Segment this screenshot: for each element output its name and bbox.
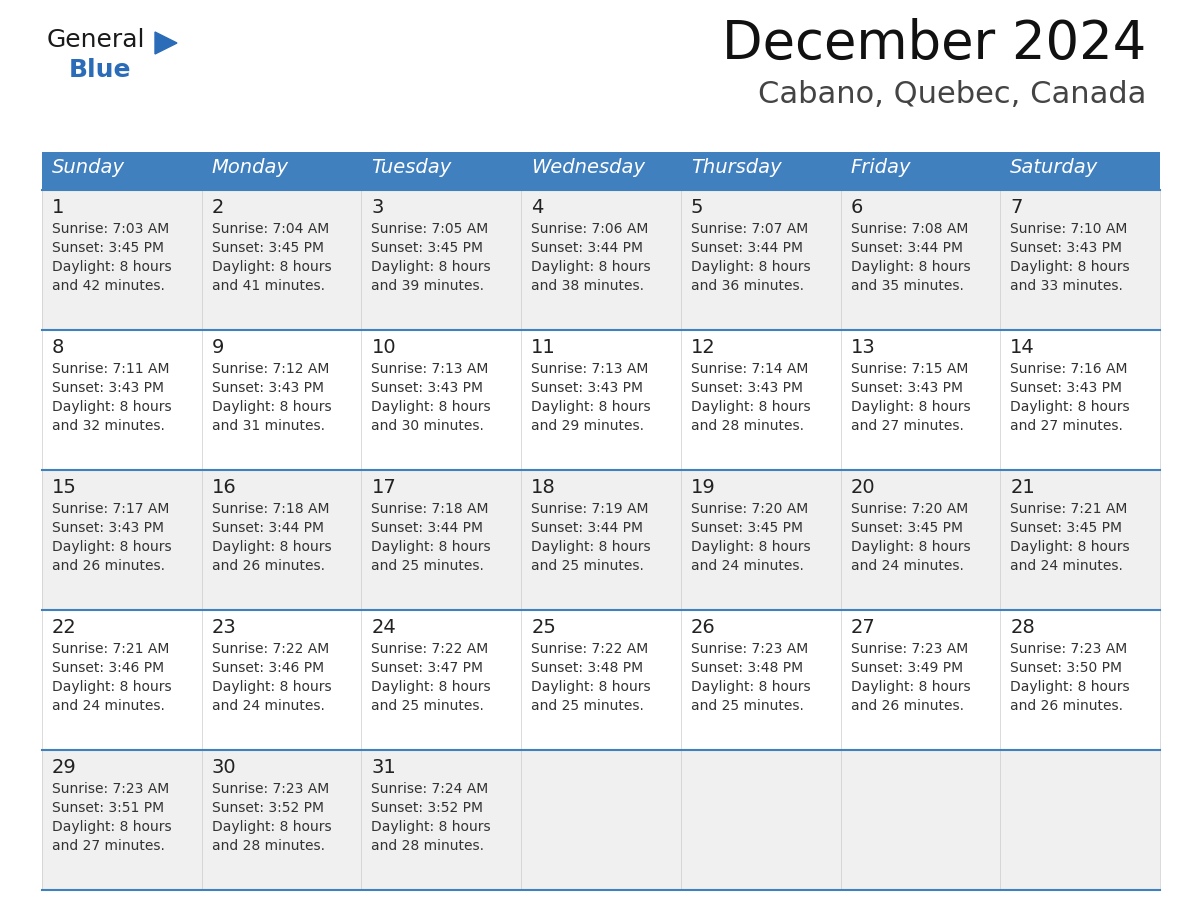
Text: Sunrise: 7:17 AM
Sunset: 3:43 PM
Daylight: 8 hours
and 26 minutes.: Sunrise: 7:17 AM Sunset: 3:43 PM Dayligh…: [52, 502, 171, 573]
Text: 26: 26: [691, 618, 715, 637]
Text: 23: 23: [211, 618, 236, 637]
Bar: [42, 470, 1159, 610]
Text: Sunrise: 7:05 AM
Sunset: 3:45 PM
Daylight: 8 hours
and 39 minutes.: Sunrise: 7:05 AM Sunset: 3:45 PM Dayligh…: [372, 222, 491, 293]
Text: Monday: Monday: [211, 158, 289, 177]
Text: 22: 22: [52, 618, 77, 637]
Text: 4: 4: [531, 198, 544, 217]
Text: 10: 10: [372, 338, 396, 357]
Text: Sunrise: 7:23 AM
Sunset: 3:51 PM
Daylight: 8 hours
and 27 minutes.: Sunrise: 7:23 AM Sunset: 3:51 PM Dayligh…: [52, 782, 171, 853]
Text: 20: 20: [851, 478, 876, 497]
Text: 7: 7: [1010, 198, 1023, 217]
Text: Sunrise: 7:22 AM
Sunset: 3:48 PM
Daylight: 8 hours
and 25 minutes.: Sunrise: 7:22 AM Sunset: 3:48 PM Dayligh…: [531, 642, 651, 713]
Text: Sunrise: 7:20 AM
Sunset: 3:45 PM
Daylight: 8 hours
and 24 minutes.: Sunrise: 7:20 AM Sunset: 3:45 PM Dayligh…: [691, 502, 810, 573]
Text: 21: 21: [1010, 478, 1035, 497]
Text: 28: 28: [1010, 618, 1035, 637]
Text: Sunrise: 7:21 AM
Sunset: 3:46 PM
Daylight: 8 hours
and 24 minutes.: Sunrise: 7:21 AM Sunset: 3:46 PM Dayligh…: [52, 642, 171, 713]
Text: 9: 9: [211, 338, 225, 357]
Text: Sunrise: 7:13 AM
Sunset: 3:43 PM
Daylight: 8 hours
and 30 minutes.: Sunrise: 7:13 AM Sunset: 3:43 PM Dayligh…: [372, 362, 491, 433]
Text: Sunrise: 7:22 AM
Sunset: 3:46 PM
Daylight: 8 hours
and 24 minutes.: Sunrise: 7:22 AM Sunset: 3:46 PM Dayligh…: [211, 642, 331, 713]
Text: 29: 29: [52, 758, 77, 777]
Text: 17: 17: [372, 478, 396, 497]
Text: 3: 3: [372, 198, 384, 217]
Text: Sunrise: 7:24 AM
Sunset: 3:52 PM
Daylight: 8 hours
and 28 minutes.: Sunrise: 7:24 AM Sunset: 3:52 PM Dayligh…: [372, 782, 491, 853]
Bar: [42, 610, 1159, 750]
Text: Sunrise: 7:08 AM
Sunset: 3:44 PM
Daylight: 8 hours
and 35 minutes.: Sunrise: 7:08 AM Sunset: 3:44 PM Dayligh…: [851, 222, 971, 293]
Bar: [42, 330, 1159, 470]
Text: 15: 15: [52, 478, 77, 497]
Text: Sunrise: 7:12 AM
Sunset: 3:43 PM
Daylight: 8 hours
and 31 minutes.: Sunrise: 7:12 AM Sunset: 3:43 PM Dayligh…: [211, 362, 331, 433]
Text: Sunrise: 7:23 AM
Sunset: 3:52 PM
Daylight: 8 hours
and 28 minutes.: Sunrise: 7:23 AM Sunset: 3:52 PM Dayligh…: [211, 782, 331, 853]
Text: 8: 8: [52, 338, 64, 357]
Text: Sunrise: 7:13 AM
Sunset: 3:43 PM
Daylight: 8 hours
and 29 minutes.: Sunrise: 7:13 AM Sunset: 3:43 PM Dayligh…: [531, 362, 651, 433]
Text: 24: 24: [372, 618, 396, 637]
Text: Sunrise: 7:20 AM
Sunset: 3:45 PM
Daylight: 8 hours
and 24 minutes.: Sunrise: 7:20 AM Sunset: 3:45 PM Dayligh…: [851, 502, 971, 573]
Text: 6: 6: [851, 198, 862, 217]
Text: Sunrise: 7:11 AM
Sunset: 3:43 PM
Daylight: 8 hours
and 32 minutes.: Sunrise: 7:11 AM Sunset: 3:43 PM Dayligh…: [52, 362, 171, 433]
Text: Sunrise: 7:07 AM
Sunset: 3:44 PM
Daylight: 8 hours
and 36 minutes.: Sunrise: 7:07 AM Sunset: 3:44 PM Dayligh…: [691, 222, 810, 293]
Text: Sunrise: 7:23 AM
Sunset: 3:48 PM
Daylight: 8 hours
and 25 minutes.: Sunrise: 7:23 AM Sunset: 3:48 PM Dayligh…: [691, 642, 810, 713]
Text: 27: 27: [851, 618, 876, 637]
Text: Sunrise: 7:18 AM
Sunset: 3:44 PM
Daylight: 8 hours
and 26 minutes.: Sunrise: 7:18 AM Sunset: 3:44 PM Dayligh…: [211, 502, 331, 573]
Text: December 2024: December 2024: [722, 18, 1146, 70]
Text: Sunrise: 7:04 AM
Sunset: 3:45 PM
Daylight: 8 hours
and 41 minutes.: Sunrise: 7:04 AM Sunset: 3:45 PM Dayligh…: [211, 222, 331, 293]
Polygon shape: [154, 32, 177, 54]
Text: 2: 2: [211, 198, 225, 217]
Text: Saturday: Saturday: [1010, 158, 1099, 177]
Text: Sunrise: 7:15 AM
Sunset: 3:43 PM
Daylight: 8 hours
and 27 minutes.: Sunrise: 7:15 AM Sunset: 3:43 PM Dayligh…: [851, 362, 971, 433]
Text: Sunrise: 7:19 AM
Sunset: 3:44 PM
Daylight: 8 hours
and 25 minutes.: Sunrise: 7:19 AM Sunset: 3:44 PM Dayligh…: [531, 502, 651, 573]
Text: Sunrise: 7:23 AM
Sunset: 3:50 PM
Daylight: 8 hours
and 26 minutes.: Sunrise: 7:23 AM Sunset: 3:50 PM Dayligh…: [1010, 642, 1130, 713]
Text: 11: 11: [531, 338, 556, 357]
Text: Friday: Friday: [851, 158, 911, 177]
Text: 1: 1: [52, 198, 64, 217]
Text: 14: 14: [1010, 338, 1035, 357]
Text: 5: 5: [691, 198, 703, 217]
Text: Sunday: Sunday: [52, 158, 125, 177]
Text: General: General: [48, 28, 145, 52]
Text: 18: 18: [531, 478, 556, 497]
Text: 30: 30: [211, 758, 236, 777]
Text: Sunrise: 7:10 AM
Sunset: 3:43 PM
Daylight: 8 hours
and 33 minutes.: Sunrise: 7:10 AM Sunset: 3:43 PM Dayligh…: [1010, 222, 1130, 293]
Text: Thursday: Thursday: [691, 158, 782, 177]
Text: Cabano, Quebec, Canada: Cabano, Quebec, Canada: [758, 80, 1146, 109]
Text: 16: 16: [211, 478, 236, 497]
Text: Sunrise: 7:18 AM
Sunset: 3:44 PM
Daylight: 8 hours
and 25 minutes.: Sunrise: 7:18 AM Sunset: 3:44 PM Dayligh…: [372, 502, 491, 573]
Bar: [42, 152, 1159, 190]
Text: 12: 12: [691, 338, 715, 357]
Text: Sunrise: 7:23 AM
Sunset: 3:49 PM
Daylight: 8 hours
and 26 minutes.: Sunrise: 7:23 AM Sunset: 3:49 PM Dayligh…: [851, 642, 971, 713]
Text: 25: 25: [531, 618, 556, 637]
Text: Tuesday: Tuesday: [372, 158, 451, 177]
Bar: [42, 190, 1159, 330]
Text: Sunrise: 7:22 AM
Sunset: 3:47 PM
Daylight: 8 hours
and 25 minutes.: Sunrise: 7:22 AM Sunset: 3:47 PM Dayligh…: [372, 642, 491, 713]
Text: Sunrise: 7:14 AM
Sunset: 3:43 PM
Daylight: 8 hours
and 28 minutes.: Sunrise: 7:14 AM Sunset: 3:43 PM Dayligh…: [691, 362, 810, 433]
Text: Sunrise: 7:06 AM
Sunset: 3:44 PM
Daylight: 8 hours
and 38 minutes.: Sunrise: 7:06 AM Sunset: 3:44 PM Dayligh…: [531, 222, 651, 293]
Text: Sunrise: 7:16 AM
Sunset: 3:43 PM
Daylight: 8 hours
and 27 minutes.: Sunrise: 7:16 AM Sunset: 3:43 PM Dayligh…: [1010, 362, 1130, 433]
Text: Wednesday: Wednesday: [531, 158, 645, 177]
Text: 13: 13: [851, 338, 876, 357]
Text: 31: 31: [372, 758, 396, 777]
Text: Sunrise: 7:03 AM
Sunset: 3:45 PM
Daylight: 8 hours
and 42 minutes.: Sunrise: 7:03 AM Sunset: 3:45 PM Dayligh…: [52, 222, 171, 293]
Text: 19: 19: [691, 478, 715, 497]
Bar: [42, 750, 1159, 890]
Text: Blue: Blue: [69, 58, 132, 82]
Text: Sunrise: 7:21 AM
Sunset: 3:45 PM
Daylight: 8 hours
and 24 minutes.: Sunrise: 7:21 AM Sunset: 3:45 PM Dayligh…: [1010, 502, 1130, 573]
